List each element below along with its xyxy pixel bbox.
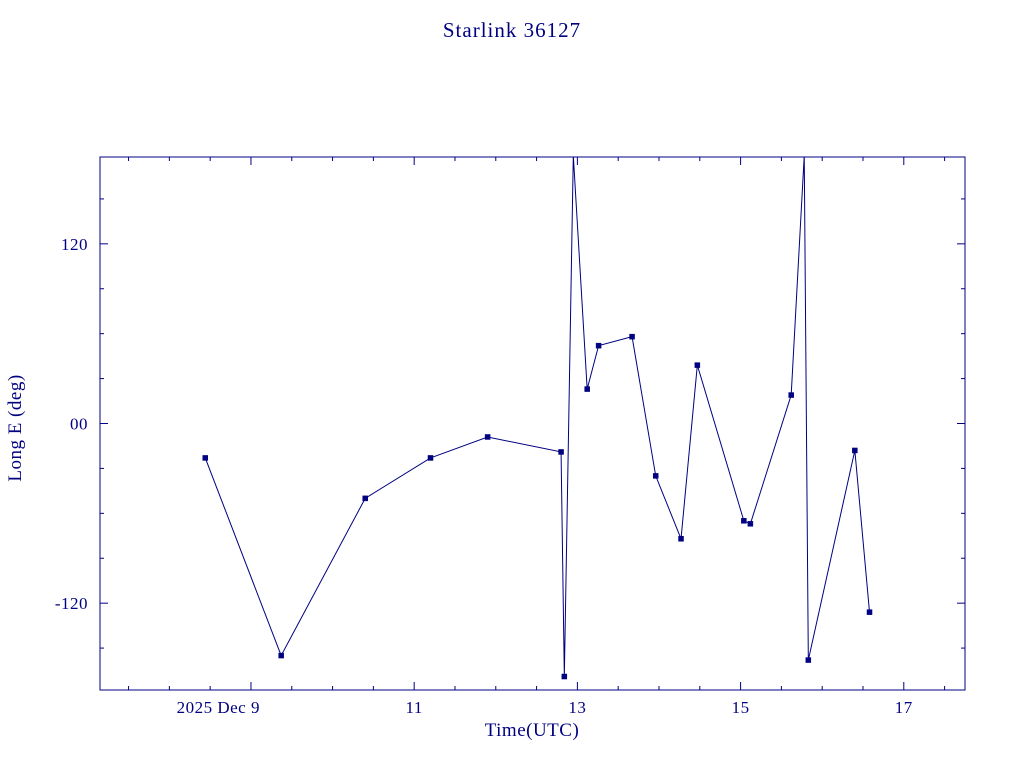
data-point-marker	[805, 657, 812, 663]
x-tick-label: 2025 Dec 9	[177, 698, 260, 717]
data-point-marker	[747, 521, 754, 527]
data-point-marker	[866, 609, 873, 615]
y-tick-label: 120	[61, 235, 88, 254]
data-point-marker	[741, 518, 747, 524]
x-tick-label: 11	[405, 698, 422, 717]
chart-title: Starlink 36127	[442, 18, 582, 42]
data-point-marker	[362, 495, 368, 502]
data-point-marker	[427, 455, 434, 461]
data-point-marker	[558, 449, 564, 455]
data-point-marker	[278, 652, 284, 659]
data-point-marker	[595, 342, 602, 349]
data-point-marker	[694, 362, 701, 368]
y-tick-label: -120	[55, 594, 88, 613]
data-point-marker	[678, 536, 684, 542]
data-point-marker	[561, 673, 568, 680]
x-tick-label: 15	[732, 698, 750, 717]
x-tick-label: 17	[895, 698, 913, 717]
data-point-marker	[484, 434, 491, 440]
data-point-marker	[202, 455, 209, 461]
data-point-marker	[629, 333, 635, 340]
series-line	[204, 157, 871, 677]
data-point-marker	[788, 392, 794, 398]
data-point-marker	[652, 473, 659, 479]
x-tick-label: 13	[568, 698, 586, 717]
data-point-marker	[584, 386, 590, 392]
data-point-marker	[852, 447, 858, 454]
plot-frame	[99, 156, 966, 691]
x-axis-label: Time(UTC)	[484, 720, 580, 741]
y-tick-label: 00	[70, 415, 88, 434]
